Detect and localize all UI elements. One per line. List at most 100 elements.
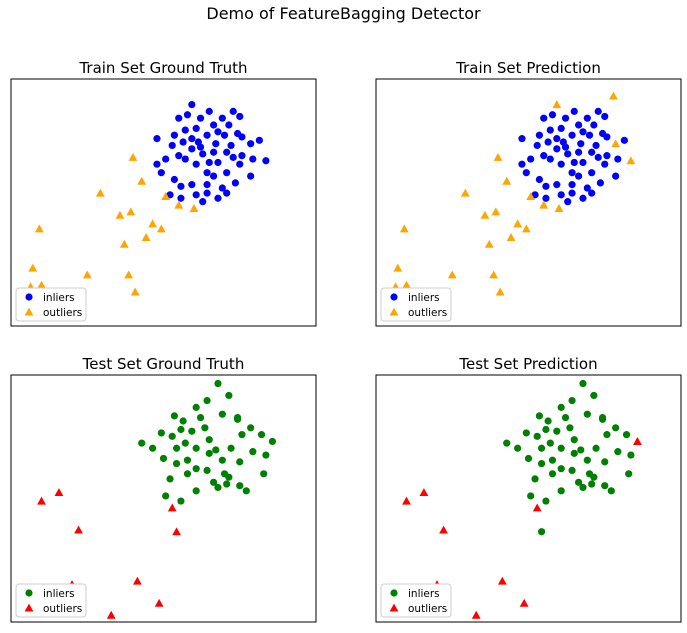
legend-label-inliers: inliers xyxy=(408,588,440,600)
data-point-outliers xyxy=(609,91,618,100)
data-point-inliers xyxy=(188,427,196,435)
data-point-inliers xyxy=(546,155,554,163)
data-point-inliers xyxy=(533,432,541,440)
data-point-inliers xyxy=(172,444,181,452)
legend-label-inliers: inliers xyxy=(43,292,75,304)
data-point-inliers xyxy=(233,129,242,138)
data-point-inliers xyxy=(557,160,565,168)
data-point-inliers xyxy=(612,172,620,180)
data-point-inliers xyxy=(592,141,600,150)
data-point-inliers xyxy=(210,478,218,486)
legend-label-outliers: outliers xyxy=(408,307,447,319)
data-point-inliers xyxy=(583,114,591,122)
data-point-outliers xyxy=(497,576,507,585)
data-point-outliers xyxy=(28,263,38,272)
data-point-inliers xyxy=(181,439,189,447)
data-point-inliers xyxy=(196,413,205,422)
data-point-inliers xyxy=(179,417,187,425)
data-point-inliers xyxy=(247,140,255,148)
data-point-inliers xyxy=(564,198,572,206)
data-point-outliers xyxy=(513,219,523,228)
data-point-inliers xyxy=(192,465,200,473)
data-point-inliers xyxy=(255,136,263,144)
data-point-outliers xyxy=(174,200,184,209)
data-point-outliers xyxy=(554,204,564,212)
data-point-inliers xyxy=(575,172,583,180)
legend-marker-inliers xyxy=(390,589,398,597)
data-point-inliers xyxy=(553,427,561,435)
data-point-inliers xyxy=(570,158,578,167)
data-point-inliers xyxy=(546,439,554,447)
data-point-inliers xyxy=(590,121,598,129)
data-point-inliers xyxy=(607,487,615,495)
legend-marker-outliers xyxy=(24,307,34,316)
data-point-inliers xyxy=(570,107,578,115)
data-point-outliers xyxy=(189,204,199,212)
data-point-inliers xyxy=(553,145,561,153)
data-point-inliers xyxy=(188,145,196,153)
data-point-inliers xyxy=(177,194,185,202)
data-point-inliers xyxy=(220,131,229,139)
data-point-inliers xyxy=(192,403,200,411)
data-point-inliers xyxy=(153,135,161,143)
data-point-outliers xyxy=(519,598,529,607)
figure-suptitle: Demo of FeatureBagging Detector xyxy=(206,4,481,23)
data-point-inliers xyxy=(192,487,200,495)
data-point-inliers xyxy=(568,169,576,177)
data-point-outliers xyxy=(521,224,531,233)
data-point-inliers xyxy=(566,424,574,432)
data-point-outliers xyxy=(480,210,490,219)
data-point-inliers xyxy=(153,160,161,168)
data-point-outliers xyxy=(419,488,429,497)
data-point-inliers xyxy=(192,160,200,168)
data-point-inliers xyxy=(203,131,211,139)
data-point-inliers xyxy=(168,432,176,440)
data-point-outliers xyxy=(82,270,92,279)
data-point-inliers xyxy=(588,480,596,488)
data-point-inliers xyxy=(533,141,541,150)
data-point-inliers xyxy=(583,456,591,464)
data-point-inliers xyxy=(227,444,235,452)
legend-box xyxy=(15,287,87,322)
legend-marker-outliers xyxy=(389,307,399,316)
data-point-inliers xyxy=(236,160,244,168)
data-point-inliers xyxy=(192,124,200,132)
data-point-inliers xyxy=(231,179,239,187)
data-point-inliers xyxy=(542,497,550,505)
data-point-inliers xyxy=(225,391,233,400)
plot-area xyxy=(10,78,317,327)
subplot-4: Test Set Prediction inliers outliers xyxy=(375,355,682,623)
data-point-outliers xyxy=(484,239,494,248)
data-point-inliers xyxy=(535,412,543,420)
data-point-inliers xyxy=(223,169,231,177)
data-point-inliers xyxy=(205,158,213,167)
data-point-outliers xyxy=(532,503,542,512)
data-point-inliers xyxy=(598,413,607,422)
data-point-inliers xyxy=(247,172,255,180)
data-point-inliers xyxy=(192,444,200,452)
data-point-inliers xyxy=(262,157,270,165)
data-point-inliers xyxy=(583,410,591,418)
data-point-inliers xyxy=(583,184,591,192)
data-point-inliers xyxy=(194,138,202,146)
data-point-inliers xyxy=(233,413,242,422)
data-point-outliers xyxy=(447,270,457,279)
data-point-inliers xyxy=(183,470,192,478)
data-point-inliers xyxy=(201,424,209,432)
legend-label-inliers: inliers xyxy=(408,292,440,304)
legend-label-outliers: outliers xyxy=(43,307,82,319)
data-point-inliers xyxy=(236,112,244,121)
data-point-inliers xyxy=(238,431,246,439)
data-point-outliers xyxy=(439,525,448,534)
data-point-inliers xyxy=(601,112,609,121)
data-point-inliers xyxy=(181,126,189,134)
data-point-inliers xyxy=(181,155,189,163)
data-point-outliers xyxy=(633,437,642,445)
data-point-inliers xyxy=(236,482,244,490)
data-point-inliers xyxy=(212,140,220,148)
data-point-inliers xyxy=(585,470,594,478)
data-point-outliers xyxy=(626,156,636,165)
data-point-inliers xyxy=(622,431,631,439)
data-point-inliers xyxy=(229,107,237,115)
